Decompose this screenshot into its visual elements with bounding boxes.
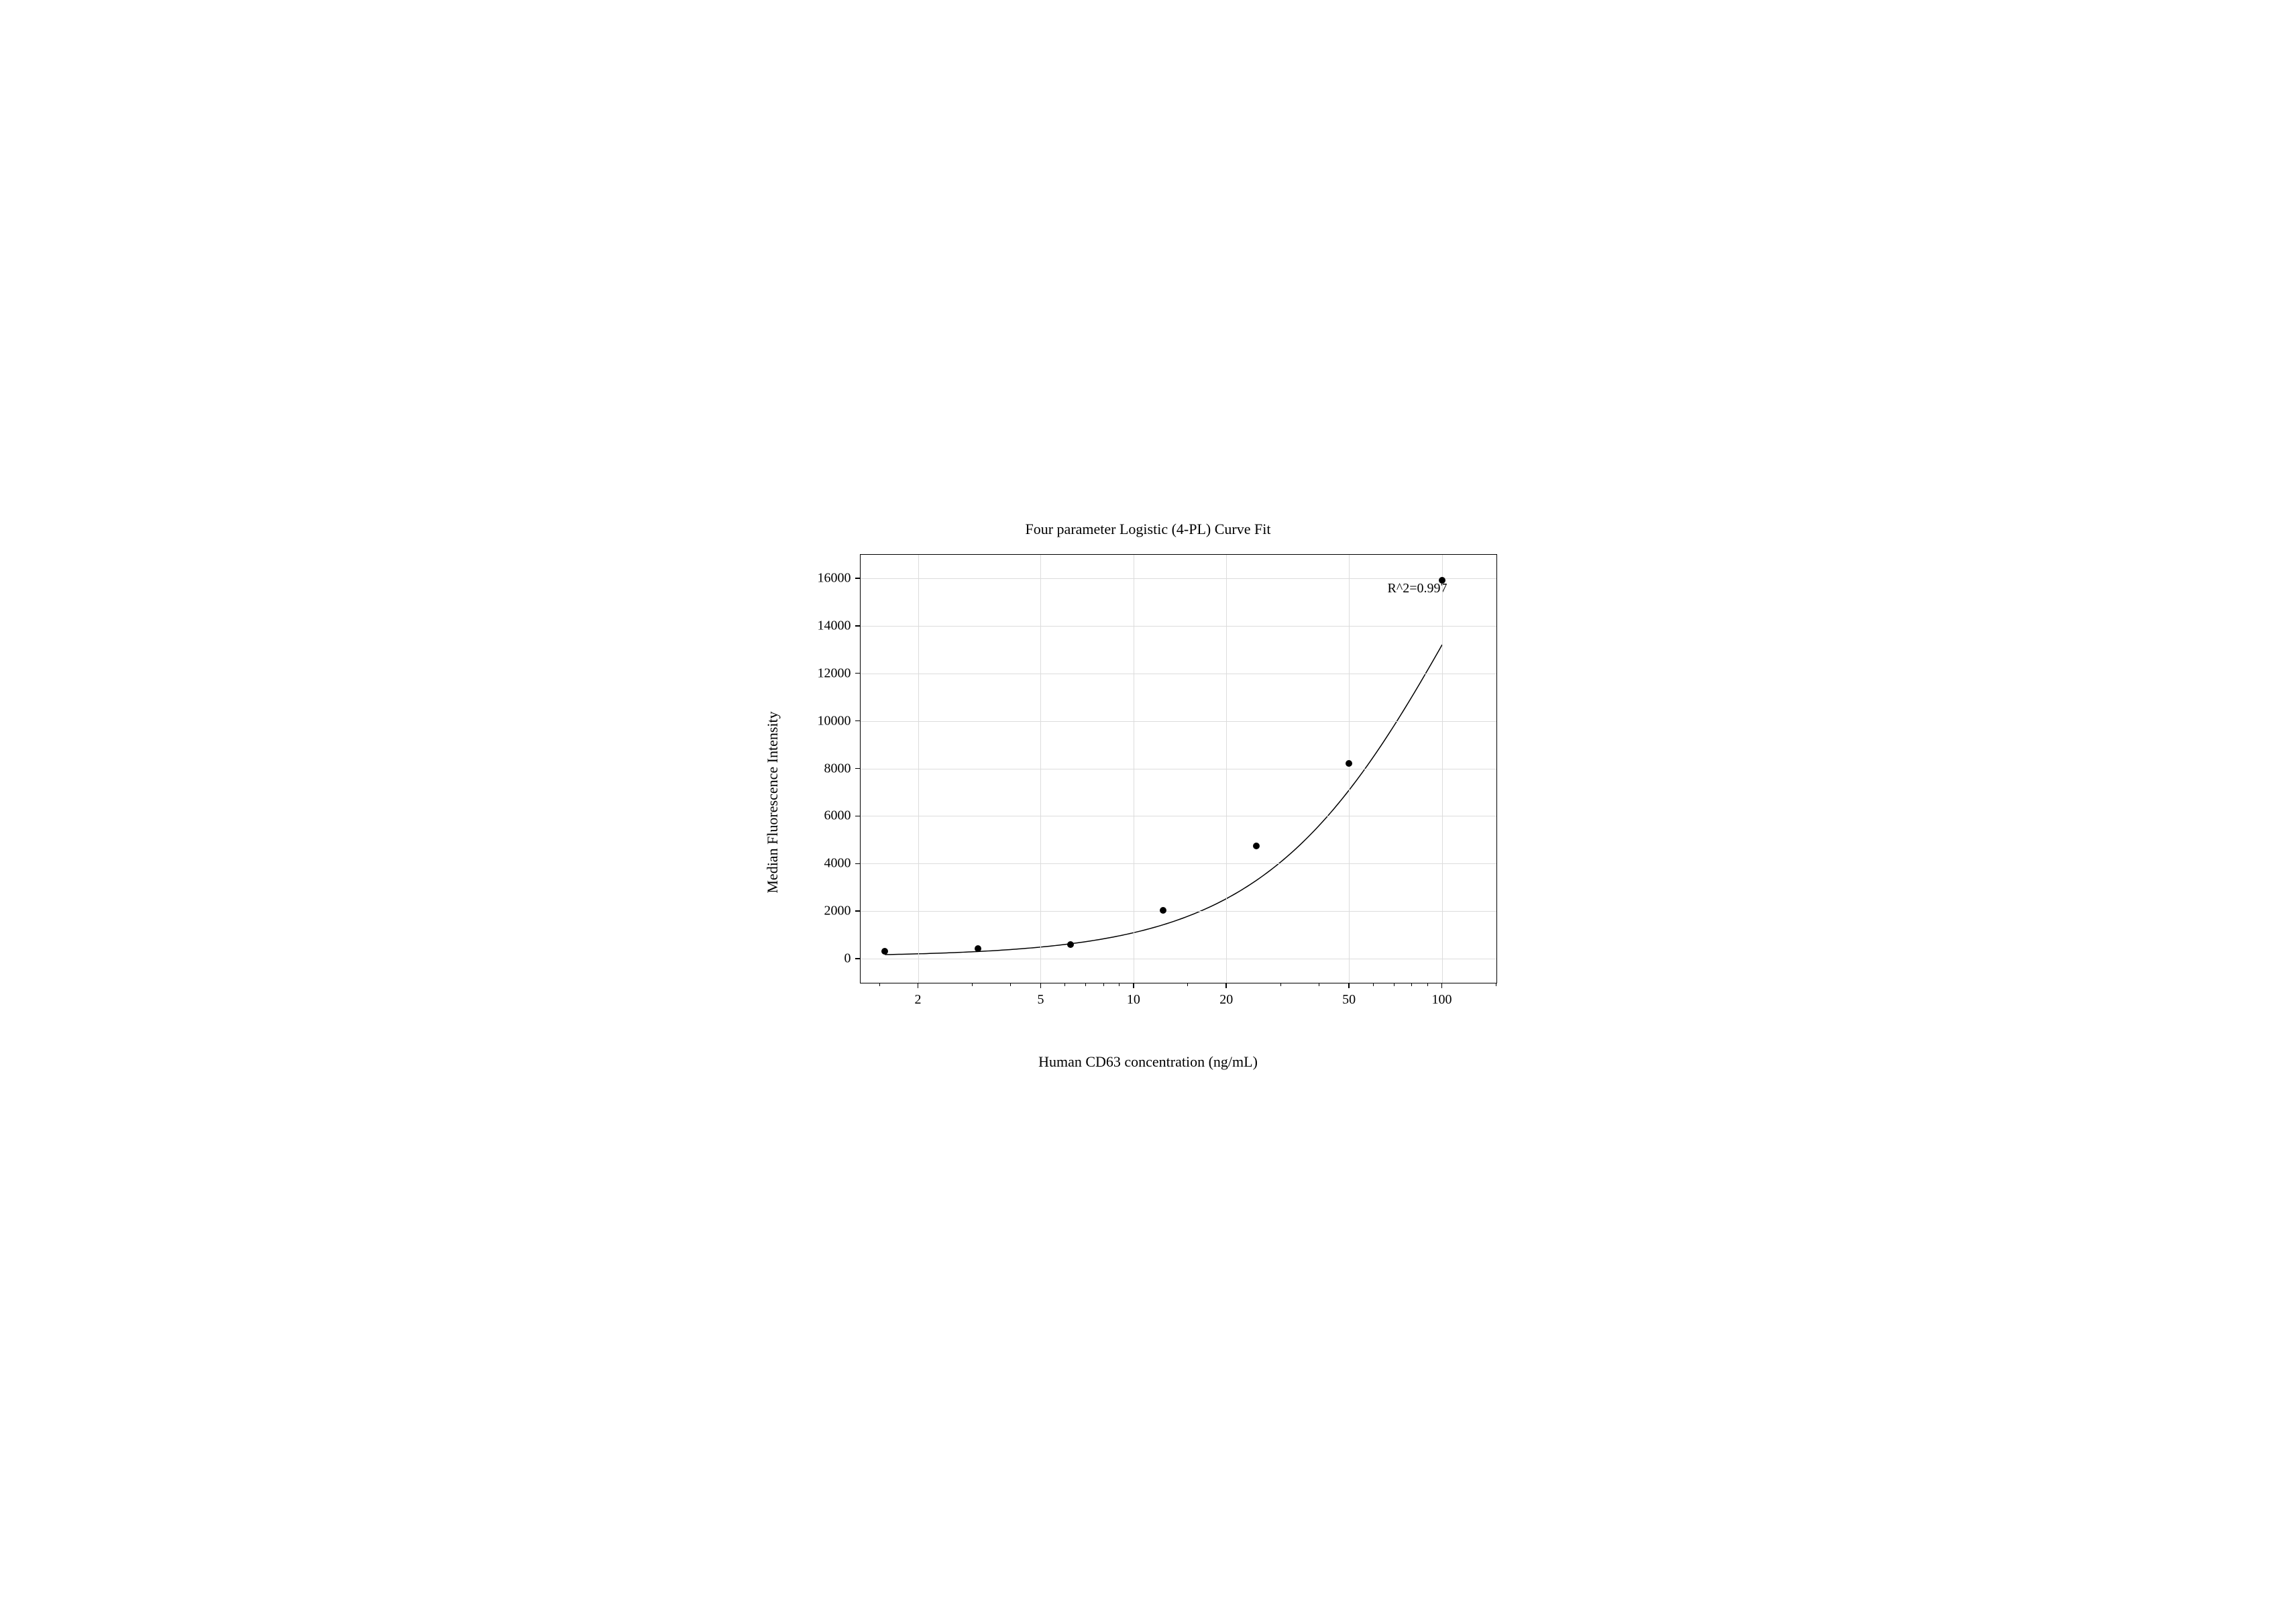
plot-area: R^2=0.997 020004000600080001000012000140… [860,554,1497,983]
x-tick-minor [1373,983,1374,986]
x-tick-minor [1064,983,1065,986]
data-point [975,945,981,952]
y-tick-label: 12000 [818,665,861,681]
data-point [1439,577,1445,584]
x-tick-label: 50 [1342,983,1356,1008]
y-tick-label: 6000 [824,808,861,824]
y-tick-label: 16000 [818,570,861,586]
y-tick-label: 2000 [824,904,861,919]
x-tick-label: 10 [1127,983,1140,1008]
x-tick-minor [1010,983,1011,986]
x-tick-minor [972,983,973,986]
data-point [881,948,888,955]
x-tick-minor [1187,983,1188,986]
grid-line-horizontal [861,578,1496,579]
data-point [1346,760,1352,767]
grid-line-horizontal [861,863,1496,864]
x-tick-minor [1394,983,1395,986]
x-tick-minor [1280,983,1281,986]
x-axis-title: Human CD63 concentration (ng/mL) [1038,1053,1258,1071]
y-tick-label: 4000 [824,856,861,871]
data-point [1067,941,1074,948]
y-axis-title: Median Fluorescence Intensity [764,711,781,893]
y-tick-label: 0 [844,951,861,967]
grid-line-horizontal [861,721,1496,722]
r-squared-annotation: R^2=0.997 [1388,581,1447,596]
x-tick-minor [1427,983,1428,986]
x-tick-label: 5 [1037,983,1044,1008]
grid-line-horizontal [861,911,1496,912]
y-tick-label: 8000 [824,761,861,776]
chart-container: Four parameter Logistic (4-PL) Curve Fit… [746,521,1551,1084]
chart-title: Four parameter Logistic (4-PL) Curve Fit [746,521,1551,538]
grid-line-horizontal [861,626,1496,627]
x-tick-minor [1411,983,1412,986]
x-tick-label: 20 [1219,983,1233,1008]
data-point [1160,907,1166,914]
x-tick-minor [1085,983,1086,986]
y-tick-label: 10000 [818,713,861,729]
x-tick-label: 100 [1432,983,1452,1008]
y-tick-label: 14000 [818,618,861,633]
x-tick-minor [879,983,880,986]
data-point [1253,843,1260,849]
x-tick-minor [1103,983,1104,986]
x-tick-label: 2 [915,983,922,1008]
